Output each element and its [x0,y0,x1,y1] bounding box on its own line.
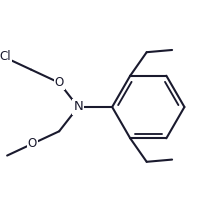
Text: N: N [73,101,83,113]
Text: Cl: Cl [0,51,11,63]
Text: O: O [28,137,37,150]
Text: O: O [54,76,64,89]
